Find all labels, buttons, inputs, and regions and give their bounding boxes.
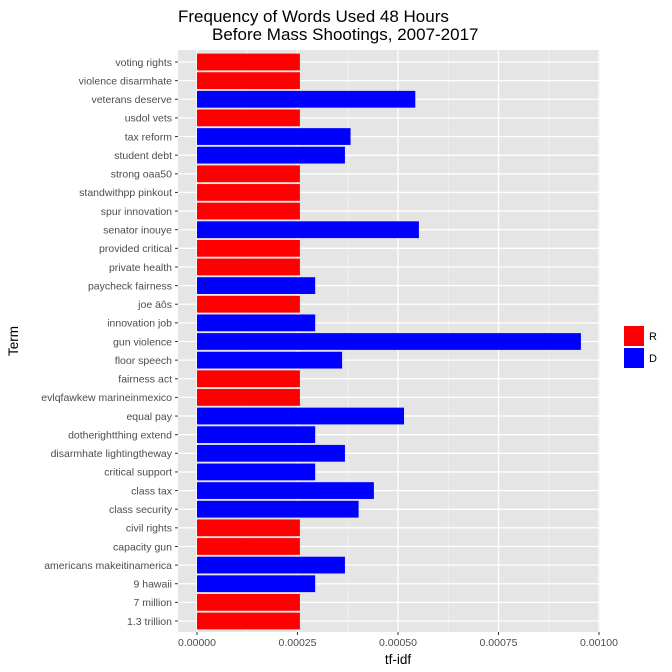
y-tick-label: 9 hawaii [133, 579, 172, 591]
y-tick-label: violence disarmhate [79, 75, 173, 87]
legend: RD [624, 326, 657, 368]
bar [197, 351, 343, 369]
x-tick-label: 0.00100 [580, 637, 618, 649]
bar [197, 612, 300, 630]
y-tick-label: voting rights [115, 57, 172, 69]
y-tick-label: gun violence [113, 336, 172, 348]
y-tick-label: capacity gun [113, 541, 172, 553]
bar [197, 277, 316, 294]
x-axis-title: tf-idf [385, 652, 412, 667]
y-tick-label: senator inouye [103, 225, 172, 237]
legend-label: D [649, 353, 657, 365]
y-tick-label: 1.3 trillion [127, 616, 172, 628]
bar [197, 221, 419, 239]
y-tick-label: disarmhate lightingtheway [51, 448, 173, 460]
y-tick-label: student debt [114, 150, 172, 162]
bar [197, 519, 300, 537]
y-tick-label: standwithpp pinkout [79, 187, 172, 199]
y-tick-label: critical support [104, 467, 172, 479]
bar [197, 500, 359, 518]
bar [197, 482, 374, 499]
x-tick-label: 0.00050 [379, 637, 417, 649]
y-tick-label: equal pay [126, 411, 172, 423]
y-tick-label: spur innovation [101, 206, 172, 218]
bar [197, 463, 316, 481]
y-tick-label: usdol vets [125, 113, 172, 125]
bar [197, 239, 300, 257]
legend-swatch [624, 326, 644, 346]
y-tick-label: veterans deserve [91, 94, 172, 106]
chart-title-line-1: Frequency of Words Used 48 Hours [178, 7, 449, 26]
bar [197, 314, 316, 332]
bar [197, 72, 300, 90]
y-axis-ticks: voting rights violence disarmhate veterans… [41, 57, 178, 628]
y-tick-label: private health [109, 262, 172, 274]
x-axis-ticks: 0.00000 0.00025 0.00050 0.00075 0.00100 [178, 632, 618, 649]
y-tick-label: dotherightthing extend [68, 429, 172, 441]
x-tick-label: 0.00075 [480, 637, 518, 649]
y-tick-label: strong oaa50 [111, 169, 172, 181]
bar [197, 184, 300, 201]
y-tick-label: joe äôs [137, 299, 172, 311]
bar-series [197, 53, 581, 630]
bar [197, 575, 316, 593]
bar [197, 389, 300, 406]
bar [197, 593, 300, 611]
bar [197, 53, 300, 71]
y-tick-label: class security [109, 504, 173, 516]
bar [197, 165, 300, 183]
bar [197, 109, 300, 127]
y-tick-label: americans makeitinamerica [44, 560, 172, 572]
y-tick-label: paycheck fairness [88, 280, 172, 292]
bar [197, 90, 416, 108]
bar [197, 258, 300, 276]
y-tick-label: fairness act [118, 374, 172, 386]
x-tick-label: 0.00025 [279, 637, 317, 649]
major-gridlines [178, 50, 600, 632]
y-tick-label: class tax [131, 485, 173, 497]
y-tick-label: innovation job [107, 318, 172, 330]
bar [197, 295, 300, 313]
x-tick-label: 0.00000 [178, 637, 216, 649]
y-tick-label: evlqfawkew marineinmexico [41, 392, 172, 404]
bar [197, 128, 351, 145]
bar [197, 444, 345, 462]
bar [197, 333, 581, 350]
y-tick-label: civil rights [126, 523, 172, 535]
chart-title-line-2: Before Mass Shootings, 2007-2017 [212, 25, 479, 44]
legend-swatch [624, 348, 644, 368]
bar [197, 146, 345, 164]
bar [197, 426, 316, 444]
y-tick-label: provided critical [99, 243, 172, 255]
y-tick-label: floor speech [115, 355, 172, 367]
bar [197, 202, 300, 220]
chart-title: Frequency of Words Used 48 Hours Before … [178, 7, 479, 44]
y-tick-label: 7 million [133, 597, 172, 609]
y-axis-title: Term [6, 326, 21, 356]
bar [197, 370, 300, 388]
bar [197, 407, 405, 425]
legend-label: R [649, 331, 657, 343]
bar [197, 556, 345, 574]
y-tick-label: tax reform [125, 131, 173, 143]
bar [197, 538, 300, 555]
